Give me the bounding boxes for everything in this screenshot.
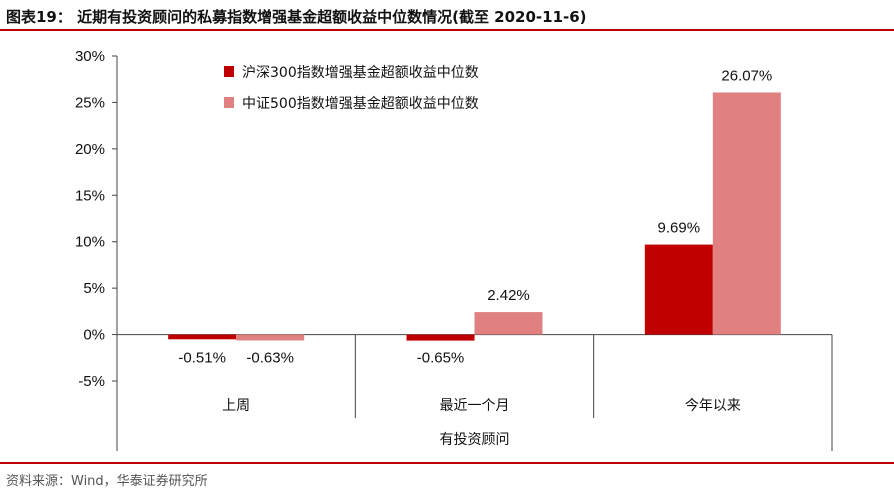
data-label: 2.42%	[487, 287, 530, 304]
y-tick-label: 20%	[75, 141, 105, 158]
y-tick-label: 15%	[75, 187, 105, 204]
top-rule	[0, 29, 894, 31]
bar-1	[406, 334, 475, 341]
bar-1	[644, 244, 713, 335]
data-label: -0.65%	[417, 350, 465, 367]
bar-2	[236, 334, 305, 341]
data-label: -0.63%	[246, 350, 294, 367]
y-tick-label: 10%	[75, 234, 105, 251]
figure-header: 图表19： 近期有投资顾问的私募指数增强基金超额收益中位数情况(截至 2020-…	[0, 0, 894, 30]
y-tick-label: -5%	[78, 373, 105, 390]
figure-title: 图表19： 近期有投资顾问的私募指数增强基金超额收益中位数情况(截至 2020-…	[6, 8, 587, 26]
bar-chart: 30% 25% 20% 15% 10% 5% 0% -5% -0.51% -0.63% 上周 -0.6…	[75, 48, 833, 451]
category-label: 今年以来	[685, 398, 741, 414]
data-label: 26.07%	[721, 67, 772, 84]
bar-2	[474, 312, 543, 335]
bar-1	[168, 334, 237, 340]
data-label: 9.69%	[658, 220, 701, 237]
y-tick-label: 30%	[75, 48, 105, 65]
legend-label-1: 沪深300指数增强基金超额收益中位数	[242, 64, 479, 81]
y-tick-label: 0%	[83, 327, 105, 344]
y-tick-label: 5%	[83, 280, 105, 297]
y-tick-label: 25%	[75, 94, 105, 111]
legend-swatch-1	[224, 66, 234, 77]
bar-2	[712, 92, 781, 335]
category-label: 最近一个月	[440, 398, 510, 414]
legend-label-2: 中证500指数增强基金超额收益中位数	[242, 95, 479, 112]
bottom-rule	[0, 462, 894, 464]
data-label: -0.51%	[178, 350, 226, 367]
source-note: 资料来源：Wind，华泰证券研究所	[6, 474, 208, 489]
group-label: 有投资顾问	[440, 432, 510, 448]
category-label: 上周	[222, 398, 250, 414]
legend-swatch-2	[224, 97, 234, 108]
